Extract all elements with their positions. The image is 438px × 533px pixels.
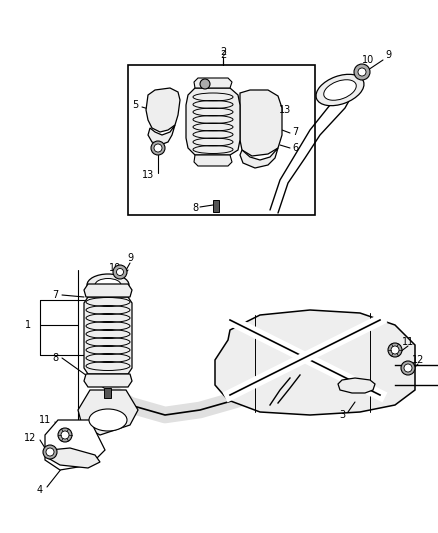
Text: 1: 1: [25, 320, 31, 330]
Text: 10: 10: [109, 263, 121, 273]
Ellipse shape: [324, 80, 356, 100]
Text: 7: 7: [52, 290, 58, 300]
Polygon shape: [194, 155, 232, 166]
Polygon shape: [186, 88, 240, 155]
Circle shape: [401, 361, 415, 375]
Text: 4: 4: [37, 485, 43, 495]
Polygon shape: [78, 390, 138, 435]
Ellipse shape: [316, 74, 364, 106]
Text: 12: 12: [412, 355, 424, 365]
Text: 11: 11: [402, 337, 414, 347]
Circle shape: [388, 343, 402, 357]
Polygon shape: [148, 125, 175, 145]
Polygon shape: [338, 378, 375, 393]
Text: 8: 8: [192, 203, 198, 213]
Circle shape: [404, 364, 412, 372]
Text: 3: 3: [339, 410, 345, 420]
Ellipse shape: [95, 279, 121, 292]
Polygon shape: [240, 90, 282, 156]
Bar: [128, 65, 315, 215]
Circle shape: [117, 269, 124, 276]
Polygon shape: [215, 310, 415, 415]
Circle shape: [43, 445, 57, 459]
Circle shape: [46, 448, 54, 456]
Circle shape: [151, 141, 165, 155]
Circle shape: [200, 79, 210, 89]
Text: 9: 9: [385, 50, 391, 60]
Circle shape: [113, 265, 127, 279]
Text: 7: 7: [292, 127, 298, 137]
Polygon shape: [240, 148, 278, 168]
Text: 11: 11: [39, 415, 51, 425]
Text: 8: 8: [52, 353, 58, 363]
Text: 12: 12: [24, 433, 36, 443]
Polygon shape: [48, 448, 100, 468]
Polygon shape: [84, 284, 132, 297]
Polygon shape: [194, 78, 232, 88]
Circle shape: [61, 431, 69, 439]
Circle shape: [358, 68, 366, 76]
Text: 6: 6: [292, 143, 298, 153]
Text: 5: 5: [132, 100, 138, 110]
Circle shape: [391, 346, 399, 354]
Bar: [213, 200, 219, 212]
Ellipse shape: [89, 409, 127, 431]
Polygon shape: [146, 88, 180, 132]
Text: 13: 13: [142, 170, 154, 180]
Circle shape: [154, 144, 162, 152]
Text: 9: 9: [127, 253, 133, 263]
Text: 13: 13: [279, 105, 291, 115]
Polygon shape: [84, 297, 132, 374]
Circle shape: [354, 64, 370, 80]
Text: 2: 2: [220, 50, 226, 60]
Polygon shape: [45, 420, 105, 470]
Polygon shape: [84, 374, 132, 387]
Text: 10: 10: [362, 55, 374, 65]
Ellipse shape: [87, 274, 129, 296]
Bar: [104, 388, 111, 398]
Circle shape: [58, 428, 72, 442]
Text: 2: 2: [220, 47, 226, 57]
